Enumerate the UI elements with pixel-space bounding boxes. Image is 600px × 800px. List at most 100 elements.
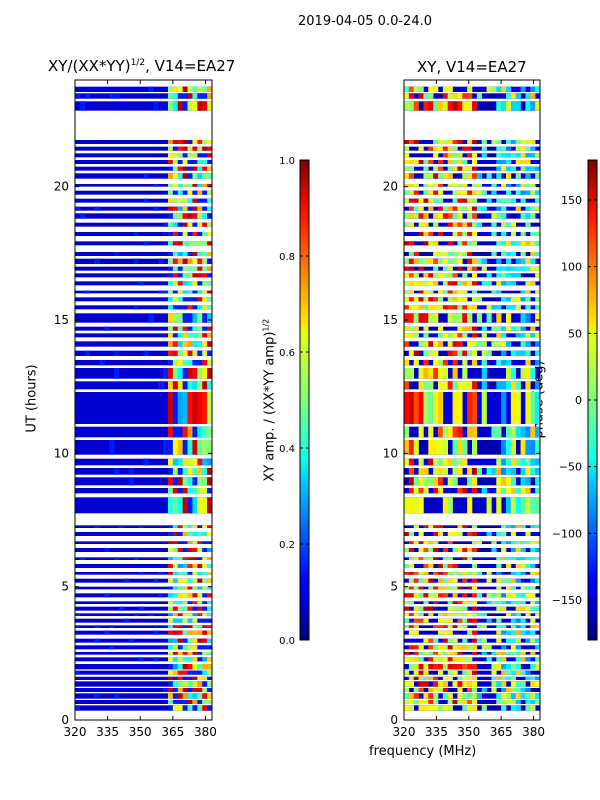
heatmap-cell bbox=[452, 160, 458, 164]
heatmap-cell bbox=[408, 630, 415, 635]
heatmap-cell bbox=[457, 681, 463, 687]
heatmap-cell bbox=[506, 525, 512, 528]
heatmap-cell bbox=[447, 281, 453, 286]
heatmap-cell bbox=[506, 166, 512, 171]
heatmap-cell bbox=[520, 477, 526, 486]
heatmap-cell bbox=[472, 578, 478, 583]
heatmap-cell bbox=[472, 652, 478, 655]
heatmap-cell bbox=[452, 213, 458, 219]
heatmap-cell bbox=[187, 232, 193, 236]
heatmap-cell bbox=[177, 252, 183, 256]
heatmap-cell bbox=[442, 676, 449, 680]
heatmap-row bbox=[75, 705, 212, 711]
heatmap-cell bbox=[447, 497, 453, 514]
heatmap-cell bbox=[192, 606, 198, 611]
heatmap-cell bbox=[177, 488, 183, 494]
heatmap-cell bbox=[418, 645, 424, 650]
heatmap-cell bbox=[442, 613, 449, 616]
heatmap-cell bbox=[192, 652, 198, 655]
heatmap-cell bbox=[192, 222, 198, 227]
heatmap-cell bbox=[462, 700, 468, 704]
heatmap-cell bbox=[428, 350, 434, 356]
heatmap-cell bbox=[535, 681, 540, 687]
heatmap-cell bbox=[433, 468, 439, 475]
heatmap-cell bbox=[192, 601, 198, 604]
heatmap-cell bbox=[486, 198, 492, 203]
heatmap-cell bbox=[535, 297, 540, 302]
heatmap-cell bbox=[187, 593, 193, 598]
heatmap-cell bbox=[433, 593, 439, 598]
heatmap-cell bbox=[525, 190, 531, 195]
heatmap-cell bbox=[496, 146, 502, 151]
heatmap-cell bbox=[408, 333, 415, 338]
heatmap-cell bbox=[530, 146, 536, 151]
heatmap-cell bbox=[457, 101, 463, 111]
heatmap-cell bbox=[535, 392, 540, 424]
heatmap-cell bbox=[404, 368, 410, 379]
heatmap-cell bbox=[104, 593, 110, 598]
heatmap-cell bbox=[510, 548, 517, 552]
heatmap-cell bbox=[496, 341, 502, 347]
heatmap-cell bbox=[172, 497, 179, 514]
heatmap-cell bbox=[501, 625, 507, 628]
heatmap-cell bbox=[428, 525, 434, 528]
heatmap-cell bbox=[520, 693, 526, 699]
heatmap-cell bbox=[506, 676, 512, 680]
heatmap-cell bbox=[496, 458, 502, 466]
heatmap-cell bbox=[506, 326, 512, 331]
heatmap-cell bbox=[438, 532, 444, 536]
heatmap-cell bbox=[467, 266, 473, 271]
heatmap-cell bbox=[207, 146, 212, 151]
heatmap-cell bbox=[510, 297, 517, 302]
heatmap-cell bbox=[438, 101, 444, 111]
heatmap-cell bbox=[510, 625, 517, 628]
heatmap-cell bbox=[418, 206, 424, 211]
heatmap-cell bbox=[452, 468, 458, 475]
heatmap-cell bbox=[486, 173, 492, 179]
heatmap-cell bbox=[75, 670, 81, 675]
heatmap-cell bbox=[535, 360, 540, 366]
heatmap-cell bbox=[496, 638, 502, 643]
heatmap-cell bbox=[462, 440, 468, 455]
heatmap-cell bbox=[491, 670, 497, 675]
heatmap-cell bbox=[418, 458, 424, 466]
heatmap-cell bbox=[442, 360, 449, 366]
heatmap-cell bbox=[138, 572, 144, 575]
heatmap-cell bbox=[472, 333, 478, 338]
heatmap-cell bbox=[413, 440, 419, 455]
heatmap-cell bbox=[530, 705, 536, 711]
heatmap-cell bbox=[472, 350, 478, 356]
heatmap-cell bbox=[457, 688, 463, 692]
heatmap-cell bbox=[404, 281, 410, 286]
heatmap-cell bbox=[433, 477, 439, 486]
heatmap-cell bbox=[177, 497, 183, 514]
heatmap-cell bbox=[433, 166, 439, 171]
heatmap-cell bbox=[496, 381, 502, 390]
heatmap-cell bbox=[472, 688, 478, 692]
heatmap-cell bbox=[177, 440, 183, 455]
colorbar-1: 0.00.20.40.60.81.0 bbox=[279, 156, 310, 647]
heatmap-cell bbox=[423, 258, 429, 264]
heatmap-cell bbox=[182, 173, 188, 179]
heatmap-cell bbox=[486, 305, 492, 310]
heatmap-cell bbox=[404, 532, 410, 536]
heatmap-cell bbox=[467, 350, 473, 356]
heatmap-cell bbox=[423, 273, 429, 278]
heatmap-cell bbox=[501, 676, 507, 680]
heatmap-cell bbox=[207, 160, 212, 164]
heatmap-cell bbox=[202, 606, 208, 611]
heatmap-cell bbox=[413, 541, 419, 544]
heatmap-cell bbox=[510, 700, 517, 704]
heatmap-cell bbox=[172, 213, 179, 219]
heatmap-cell bbox=[447, 601, 453, 604]
heatmap-cell bbox=[491, 326, 497, 331]
heatmap-cell bbox=[423, 541, 429, 544]
heatmap-cell bbox=[428, 564, 434, 568]
heatmap-cell bbox=[197, 153, 203, 158]
heatmap-cell bbox=[413, 86, 419, 92]
heatmap-cell bbox=[501, 273, 507, 278]
heatmap-cell bbox=[182, 146, 188, 151]
heatmap-cell bbox=[520, 333, 526, 338]
heatmap-cell bbox=[510, 578, 517, 583]
heatmap-cell bbox=[501, 657, 507, 662]
